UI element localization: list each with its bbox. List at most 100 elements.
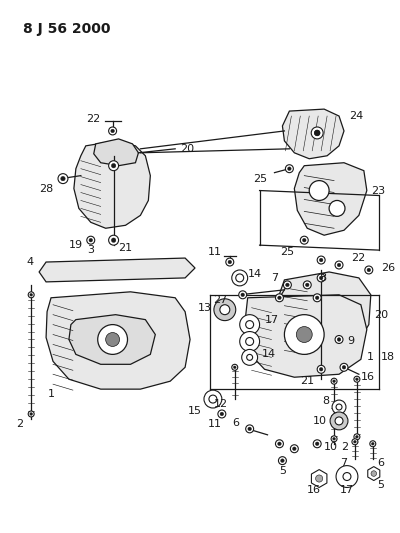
Circle shape <box>87 236 95 244</box>
Text: 20: 20 <box>180 144 194 154</box>
Text: 7: 7 <box>340 458 347 467</box>
Text: 2: 2 <box>16 419 23 429</box>
Text: 17: 17 <box>264 314 279 325</box>
Circle shape <box>276 294 284 302</box>
Text: 5: 5 <box>279 465 286 475</box>
Circle shape <box>331 436 337 442</box>
Text: 8: 8 <box>322 396 329 406</box>
Circle shape <box>317 256 325 264</box>
Text: 24: 24 <box>349 111 363 121</box>
Polygon shape <box>294 163 367 235</box>
Text: 14: 14 <box>262 350 276 359</box>
Circle shape <box>220 412 224 416</box>
Polygon shape <box>39 258 195 282</box>
Circle shape <box>220 305 230 314</box>
Circle shape <box>372 442 374 445</box>
Circle shape <box>309 181 329 200</box>
Circle shape <box>354 440 356 443</box>
Circle shape <box>204 390 222 408</box>
Circle shape <box>111 238 116 243</box>
Text: 5: 5 <box>377 480 384 490</box>
Circle shape <box>317 365 325 373</box>
Text: 25: 25 <box>280 247 294 257</box>
Text: 1: 1 <box>48 389 54 399</box>
Text: 11: 11 <box>208 419 222 429</box>
Circle shape <box>331 378 337 384</box>
Polygon shape <box>74 141 150 228</box>
Text: 27: 27 <box>214 295 228 305</box>
Text: 10: 10 <box>313 416 327 426</box>
Circle shape <box>278 457 286 465</box>
Text: 28: 28 <box>39 183 53 193</box>
Circle shape <box>248 427 252 431</box>
Circle shape <box>286 283 289 287</box>
Text: 6: 6 <box>377 458 384 467</box>
Text: 23: 23 <box>371 185 385 196</box>
Text: 20: 20 <box>374 310 388 320</box>
Text: 2: 2 <box>341 442 348 452</box>
Circle shape <box>332 400 346 414</box>
Text: 4: 4 <box>26 257 33 267</box>
Circle shape <box>214 299 236 321</box>
Polygon shape <box>245 295 367 377</box>
Circle shape <box>330 412 348 430</box>
Circle shape <box>278 442 281 446</box>
Text: 13: 13 <box>198 303 212 313</box>
Circle shape <box>246 321 254 328</box>
Circle shape <box>337 338 341 341</box>
Circle shape <box>247 354 253 360</box>
Circle shape <box>236 274 244 282</box>
Circle shape <box>241 293 244 296</box>
Circle shape <box>284 281 291 289</box>
Circle shape <box>98 325 128 354</box>
Text: 7: 7 <box>271 273 278 283</box>
Circle shape <box>30 294 32 296</box>
Circle shape <box>232 365 238 370</box>
Polygon shape <box>46 292 190 389</box>
Circle shape <box>317 274 325 282</box>
Circle shape <box>109 127 116 135</box>
Circle shape <box>336 404 342 410</box>
Polygon shape <box>69 314 155 365</box>
Text: 6: 6 <box>233 418 240 428</box>
Circle shape <box>336 466 358 488</box>
Circle shape <box>354 376 360 382</box>
Circle shape <box>333 380 336 383</box>
Circle shape <box>367 268 371 272</box>
Circle shape <box>352 439 358 445</box>
Text: 9: 9 <box>347 336 354 346</box>
Text: 1: 1 <box>367 352 374 362</box>
Circle shape <box>111 129 114 133</box>
Circle shape <box>89 238 92 242</box>
Circle shape <box>28 292 34 298</box>
Circle shape <box>319 367 323 371</box>
Text: 21: 21 <box>300 376 314 386</box>
Polygon shape <box>278 272 371 359</box>
Circle shape <box>246 337 254 345</box>
Circle shape <box>337 263 341 267</box>
Text: 26: 26 <box>381 263 395 273</box>
Circle shape <box>300 236 308 244</box>
Circle shape <box>109 161 118 171</box>
Circle shape <box>340 364 348 372</box>
Circle shape <box>246 425 254 433</box>
Text: 17: 17 <box>340 486 354 496</box>
Circle shape <box>316 475 323 482</box>
Text: 22: 22 <box>351 253 365 263</box>
Text: 10: 10 <box>324 442 338 452</box>
Circle shape <box>109 235 118 245</box>
Text: 12: 12 <box>214 399 228 409</box>
Text: 11: 11 <box>208 247 222 257</box>
Text: 16: 16 <box>307 486 321 496</box>
Text: 3: 3 <box>87 245 94 255</box>
Circle shape <box>356 435 358 438</box>
Circle shape <box>111 164 116 168</box>
Circle shape <box>278 296 281 300</box>
Circle shape <box>234 366 236 369</box>
Circle shape <box>292 447 296 450</box>
Circle shape <box>306 283 309 287</box>
Circle shape <box>311 127 323 139</box>
Circle shape <box>281 459 284 463</box>
Text: 22: 22 <box>86 114 101 124</box>
Circle shape <box>288 167 291 171</box>
